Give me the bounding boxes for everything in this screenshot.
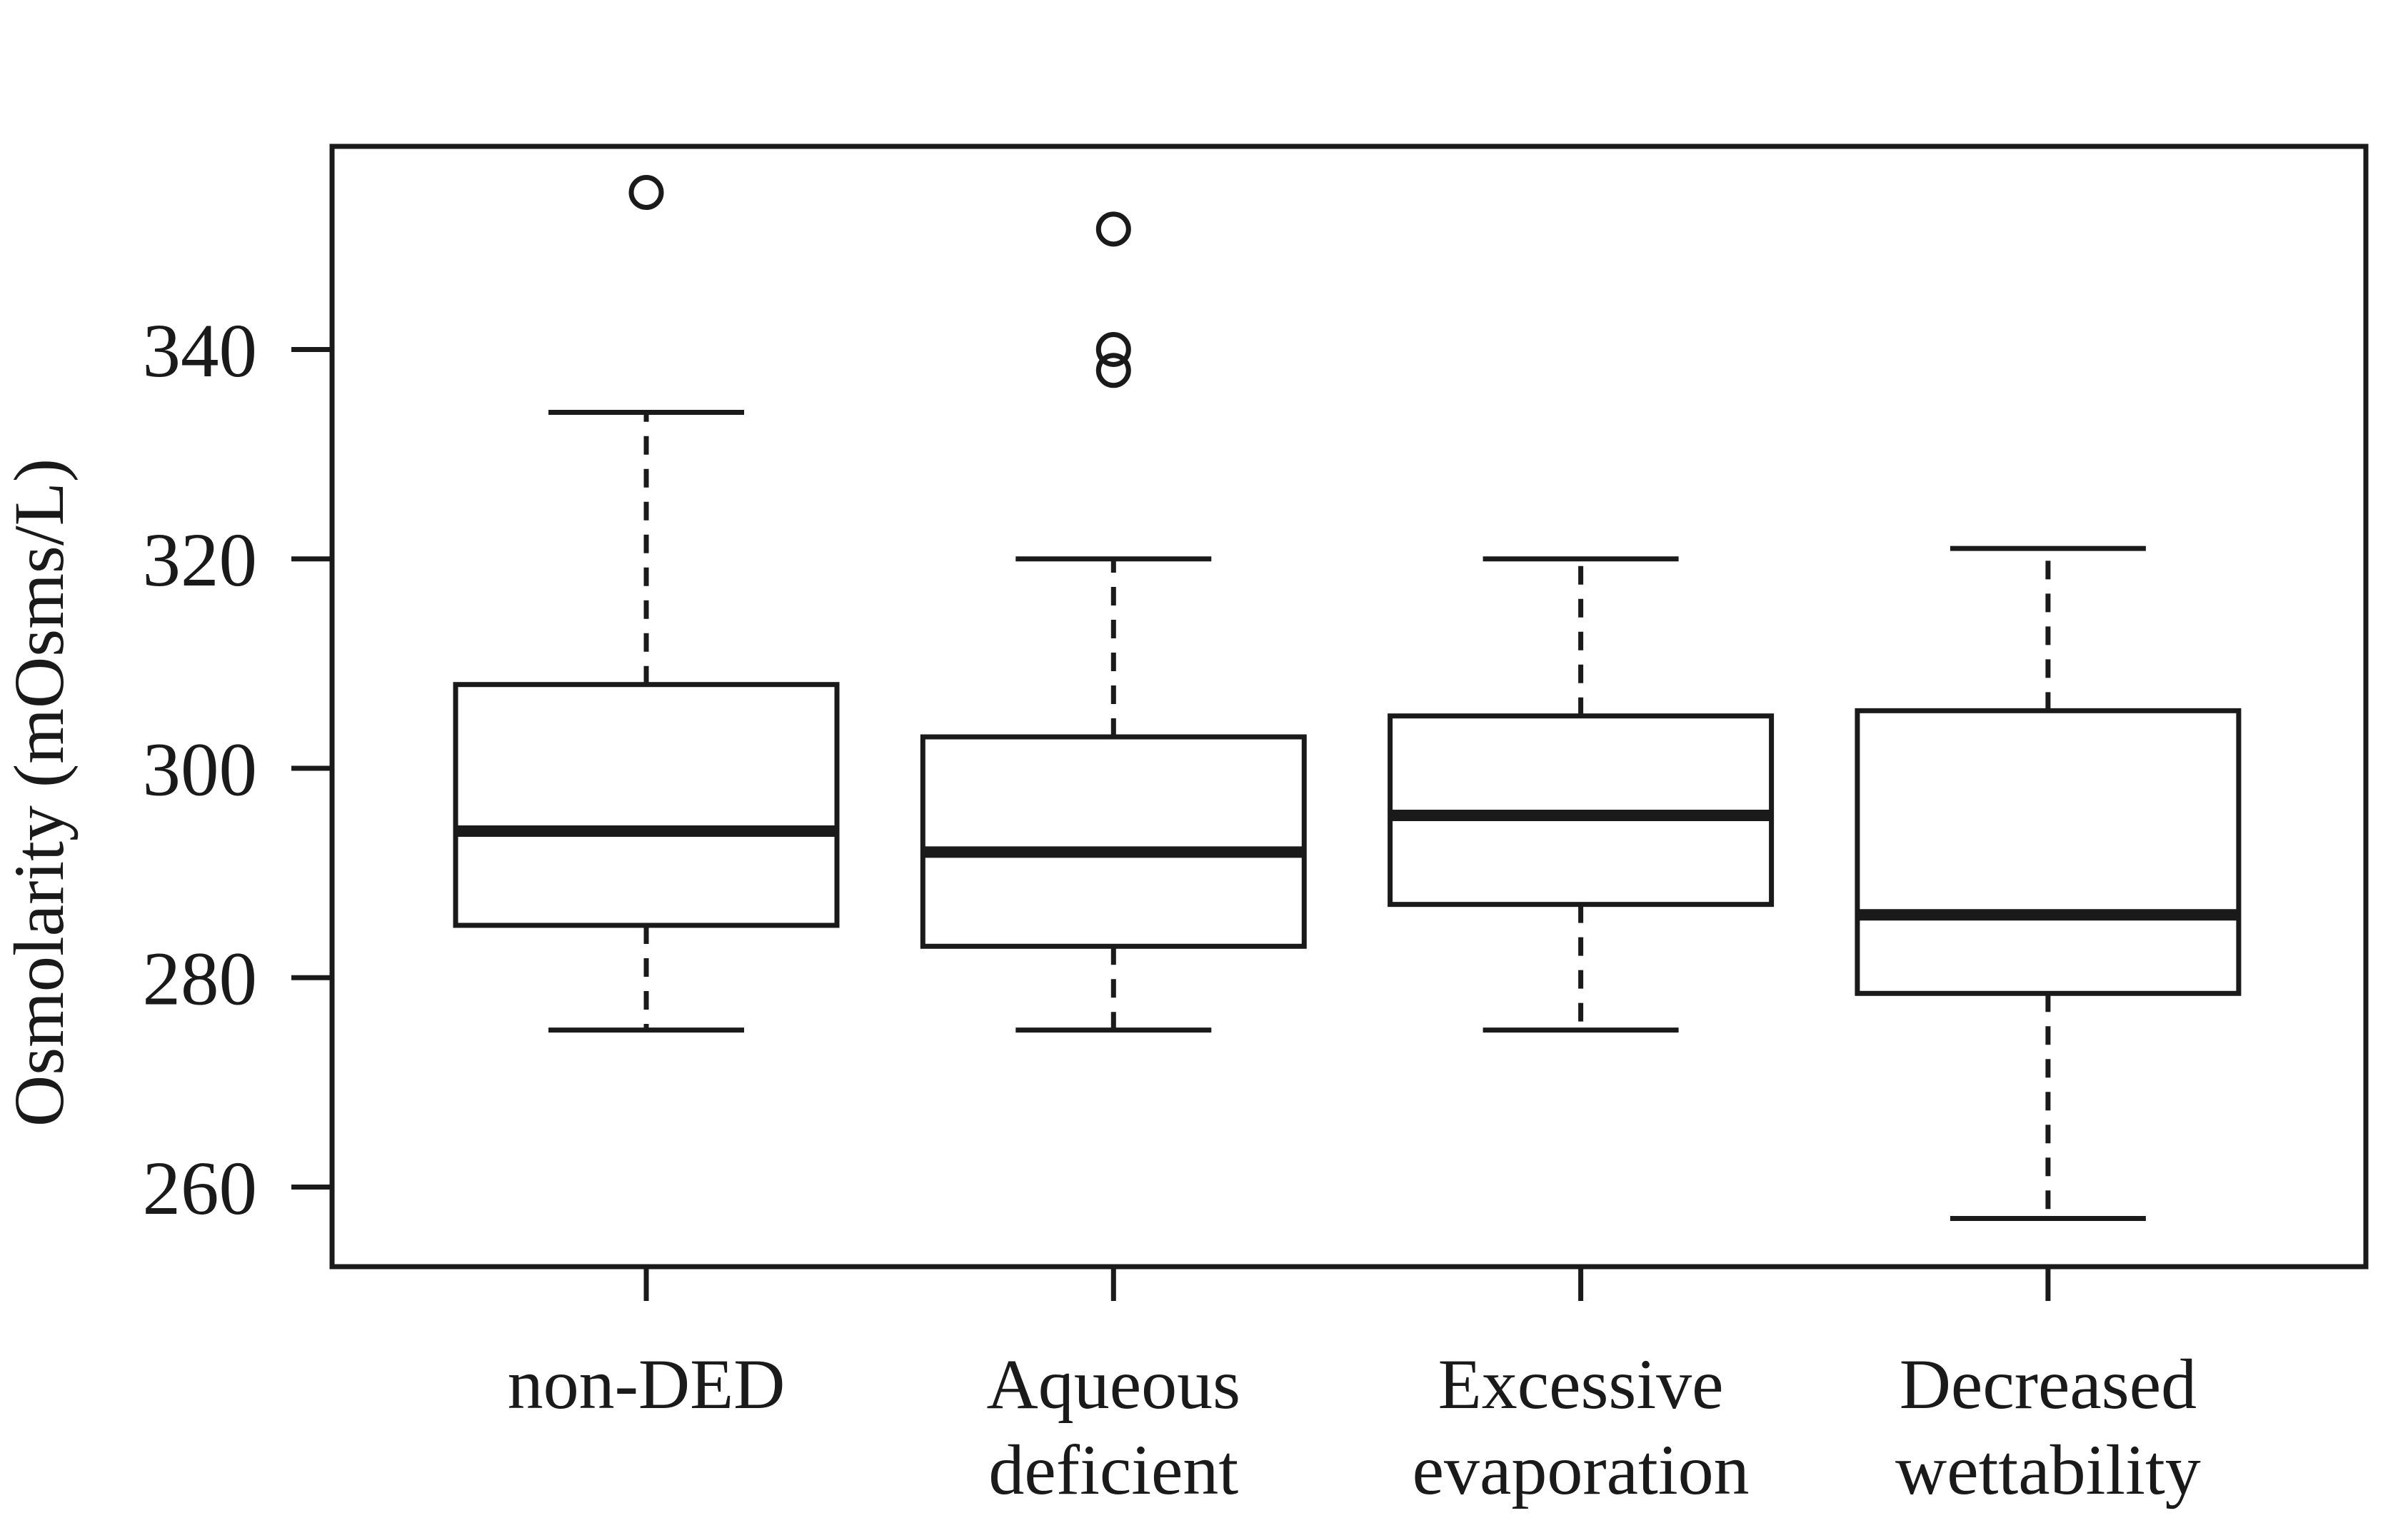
category-label: Aqueous — [987, 1344, 1241, 1424]
outlier-point — [1095, 211, 1131, 247]
y-tick-label: 300 — [143, 728, 258, 812]
outlier-point — [1095, 331, 1131, 367]
iqr-box — [453, 682, 840, 928]
outlier-point — [628, 175, 664, 211]
y-tick-label: 320 — [143, 518, 258, 603]
outlier-point — [1095, 353, 1131, 388]
category-label: Excessive — [1438, 1344, 1724, 1424]
category-label: evaporation — [1413, 1430, 1750, 1509]
plot-border — [329, 144, 2369, 1270]
y-axis-title: Osmolarity (mOsms/L) — [0, 458, 79, 1127]
iqr-box — [920, 734, 1307, 949]
category-label: deficient — [988, 1430, 1238, 1509]
category-label: wettability — [1895, 1430, 2201, 1509]
category-label: non-DED — [508, 1344, 786, 1424]
y-tick-label: 280 — [143, 938, 258, 1022]
iqr-box — [1855, 708, 2242, 996]
y-tick-label: 340 — [143, 309, 258, 393]
y-tick-label: 260 — [143, 1147, 258, 1231]
category-label: Decreased — [1900, 1344, 2197, 1424]
